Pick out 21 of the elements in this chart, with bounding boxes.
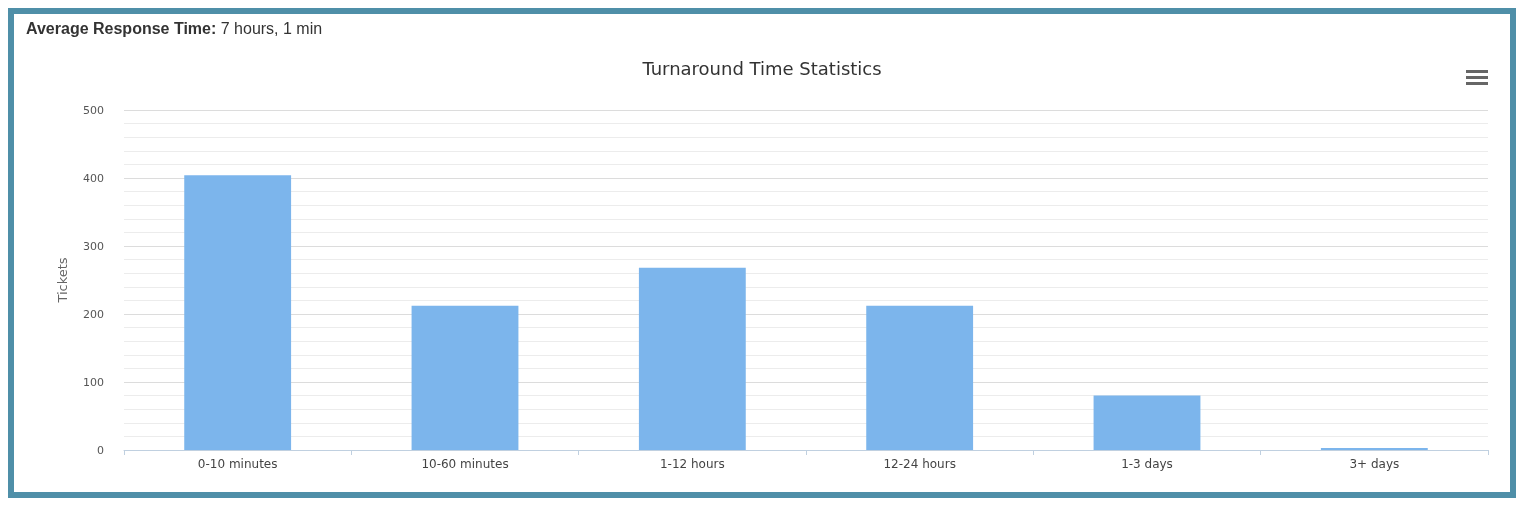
y-tick-label: 100 bbox=[83, 375, 104, 389]
x-tick-label: 10-60 minutes bbox=[421, 457, 509, 471]
text: Average Response Time: 7 hours, 1 min bbox=[26, 20, 323, 38]
bar bbox=[1320, 447, 1428, 450]
x-tick-label: 1-12 hours bbox=[659, 457, 725, 471]
x-tick-label: 12-24 hours bbox=[883, 457, 956, 471]
y-tick-label: 400 bbox=[83, 171, 104, 185]
y-axis-title: Tickets bbox=[55, 257, 70, 304]
bar bbox=[184, 175, 292, 450]
x-tick-label: 1-3 days bbox=[1121, 457, 1173, 471]
y-tick-label: 200 bbox=[83, 307, 104, 321]
chart-title: Turnaround Time Statistics bbox=[641, 57, 882, 79]
y-tick-label: 300 bbox=[83, 239, 104, 253]
y-tick-label: 500 bbox=[83, 103, 104, 117]
x-tick-label: 3+ days bbox=[1349, 457, 1400, 471]
bar bbox=[638, 267, 746, 450]
x-tick-label: 0-10 minutes bbox=[197, 457, 278, 471]
bar bbox=[866, 305, 974, 450]
bar bbox=[1093, 395, 1201, 450]
bar bbox=[411, 305, 519, 450]
y-tick-label: 0 bbox=[97, 443, 104, 457]
